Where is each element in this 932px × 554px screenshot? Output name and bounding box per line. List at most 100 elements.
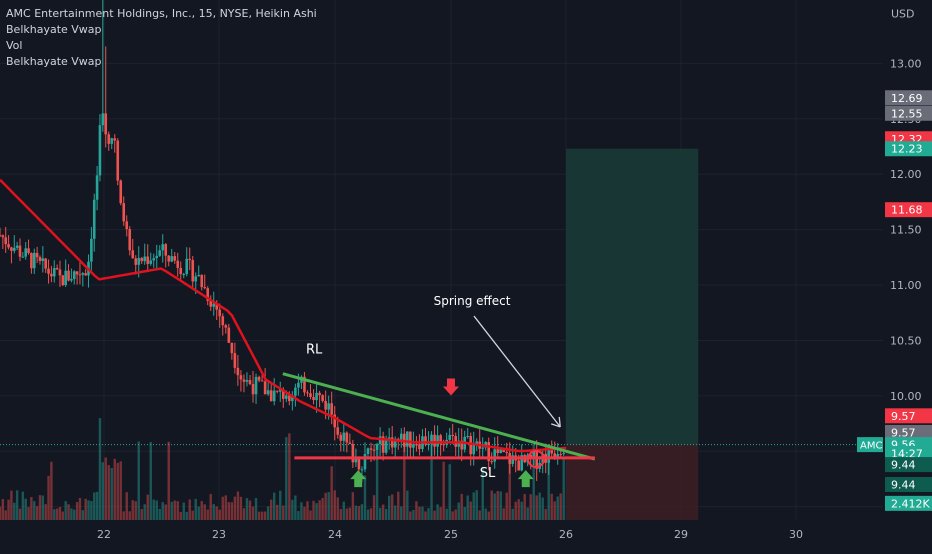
candle[interactable] [137,258,141,265]
candle[interactable] [390,437,394,448]
candle[interactable] [30,252,33,269]
vwap-line[interactable] [0,178,567,453]
candle[interactable] [517,460,521,471]
candle[interactable] [278,389,282,392]
candle[interactable] [257,376,261,381]
candle[interactable] [203,287,207,289]
candle[interactable] [215,303,219,310]
candle[interactable] [27,248,30,253]
candle[interactable] [372,449,376,451]
candle[interactable] [354,458,358,463]
candle[interactable] [493,449,497,462]
candle[interactable] [396,438,400,440]
candle[interactable] [306,392,309,394]
candle[interactable] [95,175,99,200]
candle[interactable] [556,454,560,457]
target-zone[interactable] [566,148,699,445]
candle[interactable] [345,432,349,443]
candle[interactable] [110,138,114,144]
candle[interactable] [288,395,291,402]
candle[interactable] [90,238,93,262]
candle[interactable] [433,434,436,447]
candle[interactable] [35,252,39,258]
candle[interactable] [375,444,379,451]
candle[interactable] [140,258,144,262]
candle[interactable] [38,257,42,261]
candle[interactable] [387,437,391,440]
candle[interactable] [179,267,183,275]
candle[interactable] [146,256,150,264]
candle[interactable] [381,436,385,453]
candle[interactable] [285,395,288,399]
candle[interactable] [315,392,318,401]
candle[interactable] [303,376,306,393]
candle[interactable] [7,244,10,248]
candle[interactable] [98,125,102,176]
candle[interactable] [206,288,210,301]
candle[interactable] [260,380,264,382]
candle[interactable] [75,271,79,275]
candle[interactable] [487,442,491,462]
candle[interactable] [84,273,87,276]
candle[interactable] [32,252,36,269]
candle[interactable] [81,273,85,275]
candle[interactable] [218,309,222,317]
candle[interactable] [191,260,195,282]
candle[interactable] [427,443,430,445]
candle[interactable] [294,387,297,396]
candle[interactable] [188,258,192,261]
candle[interactable] [116,140,120,181]
candle[interactable] [12,247,16,251]
spring-circle[interactable] [527,450,546,469]
candle[interactable] [161,244,165,251]
candle[interactable] [342,432,346,441]
candle[interactable] [164,244,168,256]
candle[interactable] [324,400,327,410]
candle[interactable] [266,390,270,395]
candle[interactable] [44,258,47,269]
candle[interactable] [469,436,473,455]
candle[interactable] [18,245,22,257]
candle[interactable] [321,395,324,401]
candle[interactable] [475,441,479,445]
candle[interactable] [281,389,285,399]
candle[interactable] [412,444,415,448]
candle[interactable] [406,431,409,447]
candle[interactable] [72,271,76,280]
candle[interactable] [104,113,108,135]
candle[interactable] [67,270,70,281]
candle[interactable] [131,250,135,259]
candle[interactable] [52,268,56,277]
candle[interactable] [457,440,461,447]
candle[interactable] [119,180,123,204]
candle[interactable] [348,442,352,445]
candle[interactable] [460,440,464,450]
candle[interactable] [251,384,255,395]
candle[interactable] [224,325,228,328]
candle[interactable] [424,436,427,445]
candle[interactable] [128,229,132,251]
candle[interactable] [472,444,476,455]
candle[interactable] [532,451,536,459]
indicator-vwap-2[interactable]: Belkhayate Vwap [6,55,102,68]
candle[interactable] [559,454,563,456]
candle[interactable] [415,444,418,446]
indicator-volume[interactable]: Vol [6,39,23,52]
candle[interactable] [418,444,421,450]
candle[interactable] [330,403,333,415]
candle[interactable] [167,255,171,262]
candle[interactable] [436,435,439,447]
candle[interactable] [269,390,273,402]
candle[interactable] [547,447,551,463]
symbol-title[interactable]: AMC Entertainment Holdings, Inc., 15, NY… [6,7,317,20]
candle[interactable] [55,268,59,270]
candle[interactable] [318,392,321,396]
candle[interactable] [158,250,162,256]
candle[interactable] [254,376,258,395]
candle[interactable] [366,448,370,455]
candle[interactable] [176,260,180,268]
candle[interactable] [61,275,65,286]
candle[interactable] [553,453,557,457]
candle[interactable] [21,256,25,258]
